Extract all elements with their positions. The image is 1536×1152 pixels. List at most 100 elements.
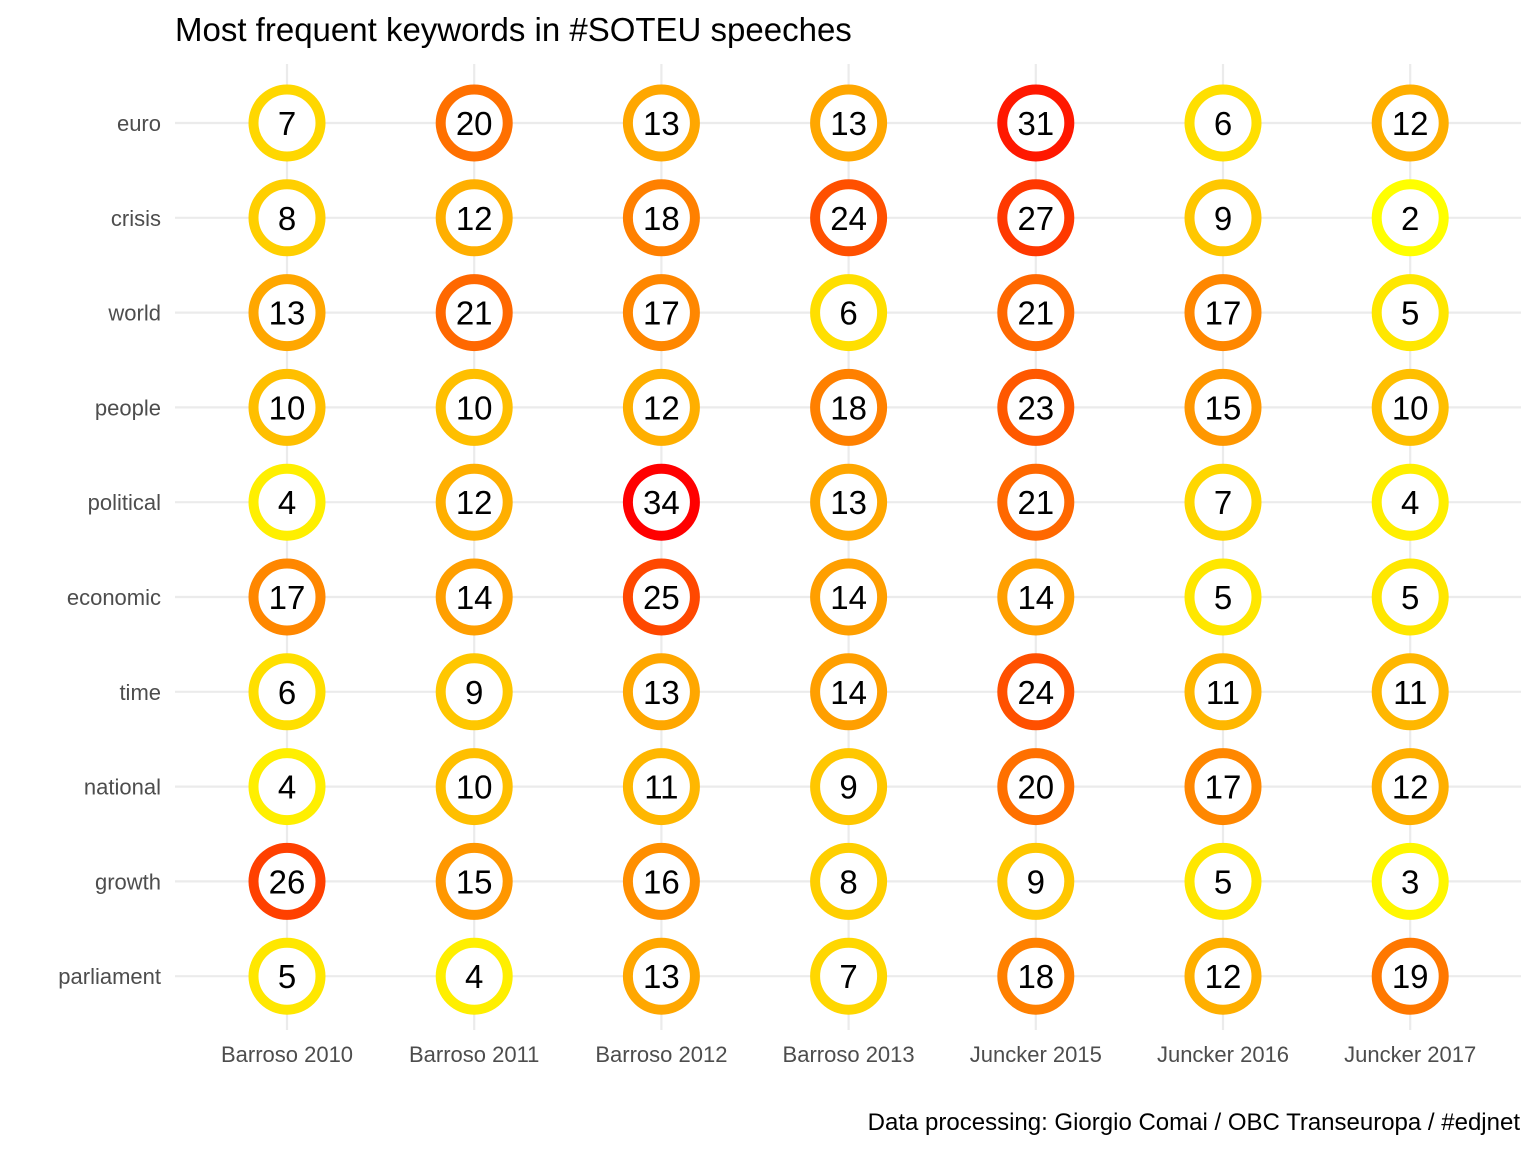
point-label-national-1: 10	[456, 769, 493, 806]
x-tick-label-3: Barroso 2013	[783, 1042, 915, 1067]
y-tick-label-growth: growth	[95, 869, 161, 894]
point-label-crisis-0: 8	[278, 200, 296, 237]
point-label-time-5: 11	[1206, 674, 1240, 711]
point-ring-time-4	[997, 653, 1075, 731]
point-ring-economic-1	[435, 558, 513, 636]
point-ring-parliament-2	[622, 937, 700, 1015]
point-label-euro-0: 7	[278, 105, 296, 142]
chart-title: Most frequent keywords in #SOTEU speeche…	[175, 11, 852, 48]
y-tick-label-economic: economic	[67, 585, 161, 610]
point-ring-growth-5	[1184, 842, 1262, 920]
point-label-crisis-4: 27	[1017, 200, 1054, 237]
point-ring-euro-1	[435, 84, 513, 162]
point-ring-economic-4	[997, 558, 1075, 636]
point-label-political-0: 4	[278, 484, 296, 521]
point-label-growth-5: 5	[1214, 863, 1232, 900]
point-label-parliament-1: 4	[465, 958, 483, 995]
point-ring-euro-4	[997, 84, 1075, 162]
point-label-people-1: 10	[456, 389, 493, 426]
point-label-economic-6: 5	[1401, 579, 1419, 616]
point-label-euro-6: 12	[1392, 105, 1429, 142]
y-tick-label-euro: euro	[117, 111, 161, 136]
point-ring-people-2	[622, 368, 700, 446]
point-ring-people-6	[1371, 368, 1449, 446]
x-tick-label-5: Juncker 2016	[1157, 1042, 1289, 1067]
x-tick-label-2: Barroso 2012	[595, 1042, 727, 1067]
point-label-world-1: 21	[456, 295, 493, 332]
point-ring-world-3	[810, 274, 888, 352]
point-label-national-0: 4	[278, 769, 296, 806]
point-label-parliament-4: 18	[1017, 958, 1054, 995]
point-ring-parliament-6	[1371, 937, 1449, 1015]
point-ring-national-5	[1184, 748, 1262, 826]
point-label-people-0: 10	[269, 389, 306, 426]
point-ring-economic-0	[248, 558, 326, 636]
point-label-parliament-0: 5	[278, 958, 296, 995]
point-ring-world-2	[622, 274, 700, 352]
point-ring-political-5	[1184, 463, 1262, 541]
point-label-national-5: 17	[1205, 769, 1242, 806]
point-ring-growth-4	[997, 842, 1075, 920]
point-label-world-2: 17	[643, 295, 680, 332]
point-ring-euro-5	[1184, 84, 1262, 162]
point-ring-people-3	[810, 368, 888, 446]
point-ring-political-1	[435, 463, 513, 541]
point-label-people-6: 10	[1392, 389, 1429, 426]
point-label-people-2: 12	[643, 389, 680, 426]
point-ring-growth-1	[435, 842, 513, 920]
point-label-world-6: 5	[1401, 295, 1419, 332]
point-ring-world-4	[997, 274, 1075, 352]
point-label-political-2: 34	[643, 484, 680, 521]
x-tick-label-6: Juncker 2017	[1344, 1042, 1476, 1067]
point-ring-crisis-2	[622, 179, 700, 257]
point-ring-time-1	[435, 653, 513, 731]
point-label-crisis-2: 18	[643, 200, 680, 237]
point-ring-time-6	[1371, 653, 1449, 731]
y-tick-label-political: political	[88, 490, 161, 515]
point-label-economic-2: 25	[643, 579, 680, 616]
point-ring-crisis-5	[1184, 179, 1262, 257]
point-ring-parliament-5	[1184, 937, 1262, 1015]
point-label-national-6: 12	[1392, 769, 1429, 806]
point-ring-growth-6	[1371, 842, 1449, 920]
y-tick-label-crisis: crisis	[111, 206, 161, 231]
x-tick-label-4: Juncker 2015	[970, 1042, 1102, 1067]
point-ring-growth-3	[810, 842, 888, 920]
point-ring-world-0	[248, 274, 326, 352]
point-label-parliament-5: 12	[1205, 958, 1242, 995]
x-tick-label-1: Barroso 2011	[409, 1042, 539, 1067]
point-label-time-1: 9	[465, 674, 483, 711]
point-ring-growth-2	[622, 842, 700, 920]
point-label-parliament-3: 7	[839, 958, 857, 995]
point-ring-parliament-1	[435, 937, 513, 1015]
point-ring-euro-2	[622, 84, 700, 162]
point-label-people-4: 23	[1017, 389, 1054, 426]
data-points: 7 20 13 13 31 6 128 12 18 24 27 9 213 21 17 6 21 17 510 10 1…	[248, 84, 1449, 1015]
x-axis-tick-labels: Barroso 2010 Barroso 2011 Barroso 2012 Barr…	[221, 1042, 1476, 1067]
point-label-growth-1: 15	[456, 863, 493, 900]
point-ring-economic-6	[1371, 558, 1449, 636]
point-label-economic-4: 14	[1017, 579, 1054, 616]
y-axis-tick-labels: euro crisis world people political economic ti…	[58, 111, 161, 989]
y-tick-label-time: time	[119, 680, 161, 705]
point-ring-national-1	[435, 748, 513, 826]
point-ring-crisis-0	[248, 179, 326, 257]
point-ring-time-2	[622, 653, 700, 731]
point-label-national-2: 11	[644, 769, 678, 806]
point-ring-crisis-1	[435, 179, 513, 257]
point-label-people-3: 18	[830, 389, 867, 426]
point-label-parliament-2: 13	[643, 958, 680, 995]
point-label-national-3: 9	[839, 769, 857, 806]
point-ring-national-6	[1371, 748, 1449, 826]
point-label-world-3: 6	[839, 295, 857, 332]
point-ring-crisis-3	[810, 179, 888, 257]
point-label-economic-5: 5	[1214, 579, 1232, 616]
point-label-euro-3: 13	[830, 105, 867, 142]
point-label-time-4: 24	[1017, 674, 1054, 711]
point-ring-political-6	[1371, 463, 1449, 541]
point-ring-growth-0	[248, 842, 326, 920]
point-ring-crisis-6	[1371, 179, 1449, 257]
point-label-euro-4: 31	[1017, 105, 1054, 142]
point-label-political-4: 21	[1017, 484, 1054, 521]
